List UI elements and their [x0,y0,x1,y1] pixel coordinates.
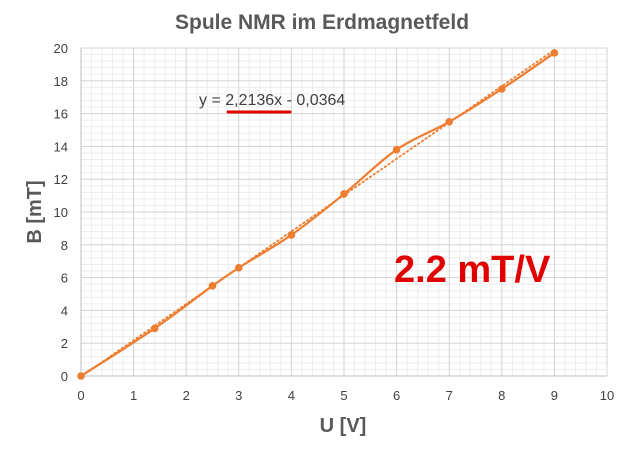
x-tick-label: 0 [77,388,84,403]
y-tick-label: 6 [61,271,68,286]
x-tick-label: 6 [393,388,400,403]
y-tick-label: 8 [61,238,68,253]
data-point [208,282,217,290]
data-point [235,263,243,272]
chart-title: Spule NMR im Erdmagnetfeld [175,11,469,34]
y-axis-label: B [mT] [24,180,46,243]
trendline-line [80,48,556,378]
data-point [77,372,85,380]
x-tick-label: 3 [235,388,242,403]
data-point [340,190,348,198]
x-axis-label: U [V] [320,415,367,437]
y-tick-label: 4 [61,303,68,318]
x-tick-label: 10 [600,388,614,403]
x-tick-label: 5 [340,388,347,403]
y-tick-label: 18 [54,74,68,89]
trendline-equation: y = 2,2136x - 0,0364 [199,92,345,109]
y-tick-label: 16 [54,107,68,122]
data-point [392,145,401,154]
y-tick-label: 14 [54,139,68,154]
y-tick-label: 0 [61,369,68,384]
axes [80,48,607,377]
data-point [150,324,159,333]
data-point [498,85,506,93]
y-tick-label: 12 [54,172,68,187]
y-tick-label: 20 [54,41,68,56]
data-point [287,231,296,239]
data-point [550,49,559,57]
x-tick-label: 2 [183,388,190,403]
y-tick-label: 2 [61,336,68,351]
x-tick-label: 8 [498,388,505,403]
y-tick-label: 10 [54,205,68,220]
x-tick-label: 4 [288,388,295,403]
series-line [80,52,556,377]
data-point [445,118,454,126]
x-tick-label: 7 [446,388,453,403]
data-series [77,49,559,380]
slope-annotation: 2.2 mT/V [394,249,551,291]
x-tick-label: 1 [130,388,137,403]
x-tick-label: 9 [551,388,558,403]
trendline [80,48,556,378]
